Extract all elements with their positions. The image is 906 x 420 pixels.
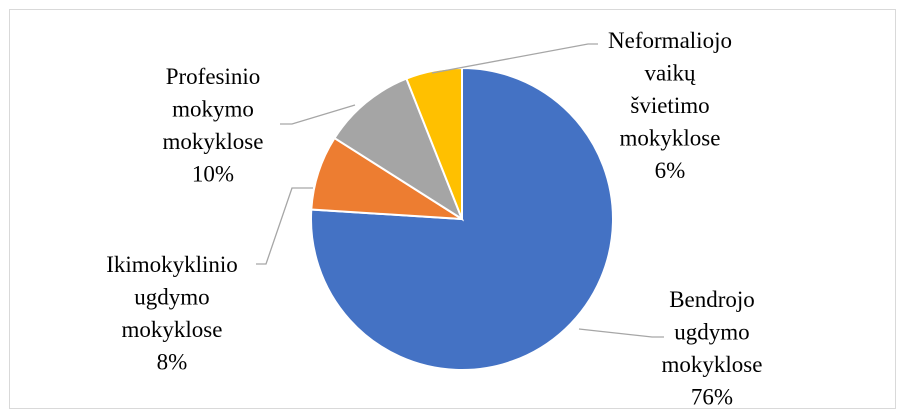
pie-slice-1 [310, 66, 614, 371]
leader-line-2 [256, 187, 313, 265]
data-label-3: Profesinio mokymo mokyklose 10% [163, 64, 264, 187]
data-label-line: 76% [691, 385, 733, 410]
data-label-line: Profesinio [166, 64, 261, 89]
data-label-line: mokyklose [122, 317, 223, 342]
leader-line-4 [431, 43, 598, 74]
data-label-line: Bendrojo [669, 287, 755, 312]
data-label-line: Neformaliojo [608, 28, 732, 53]
leader-line-1 [578, 328, 664, 338]
data-label-4: Neformaliojo vaikų švietimo mokyklose 6% [608, 28, 732, 183]
leader-lines [256, 43, 664, 338]
data-label-line: mokyklose [163, 129, 264, 154]
data-labels: Bendrojo ugdymo mokyklose 76% Ikimokyklinio u… [106, 28, 762, 410]
leader-line-3 [280, 104, 356, 125]
pie-slices [310, 66, 614, 371]
data-label-line: mokyklose [620, 126, 721, 151]
data-label-line: švietimo [630, 93, 709, 118]
pie-slice-3 [333, 77, 465, 222]
data-label-line: ugdymo [134, 285, 209, 310]
data-label-2: Ikimokyklinio ugdymo mokyklose 8% [106, 252, 238, 375]
data-label-line: 10% [192, 162, 234, 187]
data-label-line: 8% [157, 350, 188, 375]
data-label-line: mokyklose [662, 352, 763, 377]
data-label-line: 6% [655, 158, 686, 183]
data-label-line: vaikų [644, 61, 696, 86]
data-label-line: ugdymo [674, 320, 749, 345]
data-label-line: Ikimokyklinio [106, 252, 238, 277]
data-label-line: mokymo [172, 97, 254, 122]
data-label-1: Bendrojo ugdymo mokyklose 76% [662, 287, 763, 410]
